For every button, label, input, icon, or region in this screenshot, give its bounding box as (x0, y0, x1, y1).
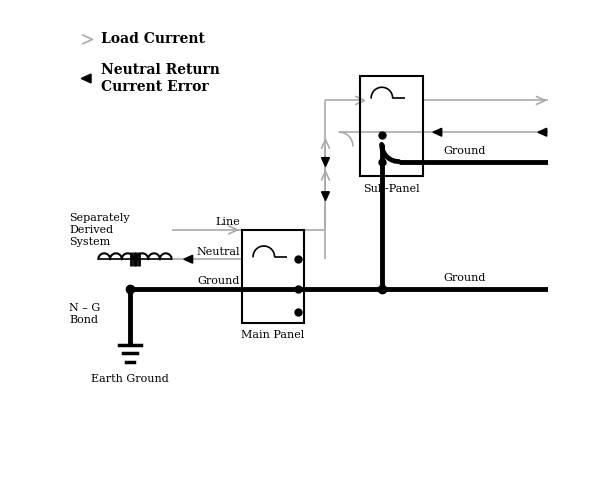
Polygon shape (322, 192, 330, 201)
Polygon shape (81, 74, 91, 83)
Bar (242, 230, 304, 323)
Text: N – G
Bond: N – G Bond (69, 303, 100, 325)
Text: Line: Line (215, 217, 240, 227)
Bar (360, 76, 423, 176)
Text: Ground: Ground (198, 276, 240, 286)
Text: Neutral Return
Current Error: Neutral Return Current Error (101, 63, 220, 93)
Polygon shape (538, 128, 547, 136)
Text: Separately
Derived
System: Separately Derived System (69, 213, 130, 247)
Text: Main Panel: Main Panel (242, 330, 305, 340)
Text: Ground: Ground (444, 273, 486, 283)
Text: Neutral: Neutral (197, 247, 240, 257)
Polygon shape (184, 255, 192, 263)
Text: Sub-Panel: Sub-Panel (363, 183, 419, 194)
Polygon shape (322, 158, 330, 166)
Polygon shape (433, 128, 442, 136)
Text: Earth Ground: Earth Ground (91, 374, 169, 384)
Text: Load Current: Load Current (101, 33, 205, 46)
Text: Ground: Ground (444, 146, 486, 156)
